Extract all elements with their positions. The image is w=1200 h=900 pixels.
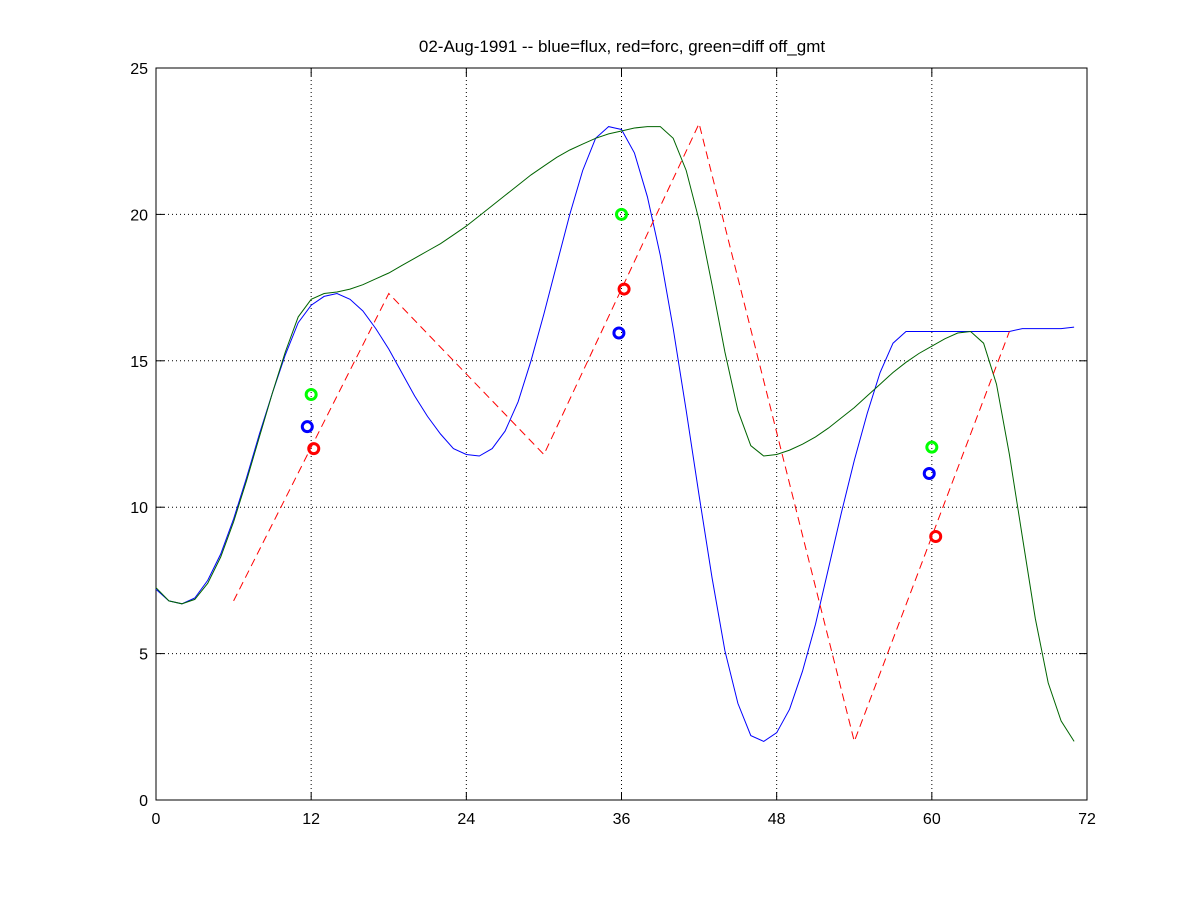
x-tick-label: 36: [613, 811, 631, 828]
data-point-marker: [922, 467, 936, 481]
axes: 0 12 24 36 48 60 72 0 5 10 15 20 25: [130, 61, 1096, 828]
x-tick-label: 0: [152, 811, 161, 828]
series-line-2: [233, 122, 1010, 744]
data-point-marker: [307, 442, 321, 456]
series-layer: [155, 122, 1075, 744]
x-tick-label: 60: [923, 811, 941, 828]
series-line-1: [155, 126, 1075, 742]
plot-frame: [155, 67, 1088, 801]
data-point-marker: [929, 529, 943, 543]
series-line-0: [155, 126, 1075, 742]
y-tick-label: 10: [130, 500, 148, 517]
x-tick-label: 12: [302, 811, 320, 828]
data-point-marker: [925, 440, 939, 454]
y-tick-label: 15: [130, 354, 148, 371]
grid: [156, 68, 1087, 800]
y-tick-label: 0: [139, 793, 148, 810]
y-tick-label: 20: [130, 207, 148, 224]
x-tick-label: 48: [768, 811, 786, 828]
data-point-marker: [304, 387, 318, 401]
data-point-marker: [612, 326, 626, 340]
data-point-marker: [617, 282, 631, 296]
chart-title: 02-Aug-1991 -- blue=flux, red=forc, gree…: [419, 37, 825, 56]
marker-layer: [300, 207, 943, 543]
y-tick-label: 25: [130, 61, 148, 78]
x-tick-label: 72: [1078, 811, 1096, 828]
y-tick-label: 5: [139, 647, 148, 664]
x-tick-label: 24: [457, 811, 475, 828]
data-point-marker: [300, 420, 314, 434]
data-point-marker: [615, 207, 628, 221]
